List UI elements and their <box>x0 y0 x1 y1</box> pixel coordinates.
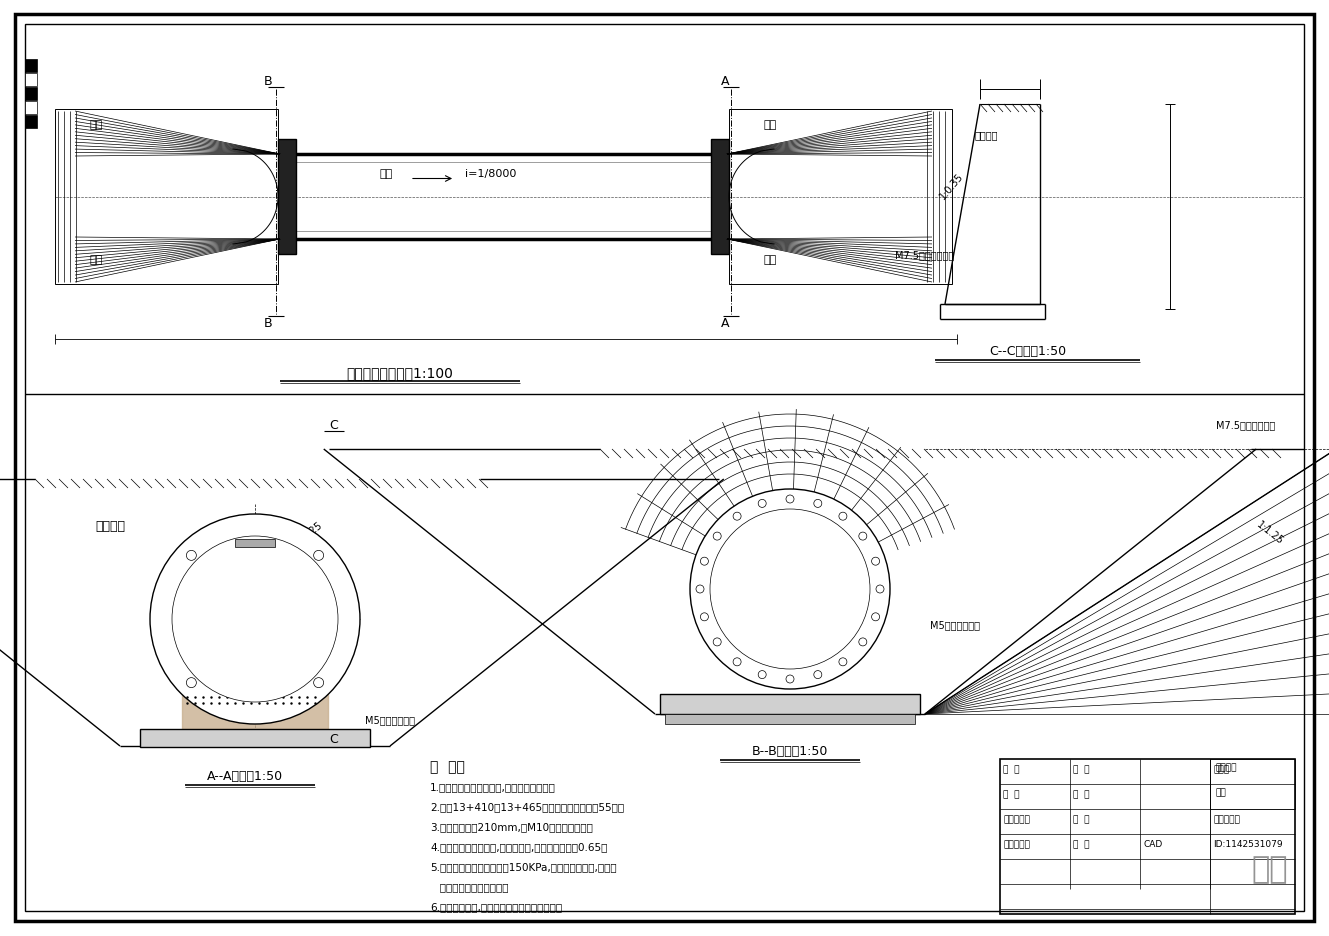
Text: M7.5浆砌条石挡墙: M7.5浆砌条石挡墙 <box>894 250 954 259</box>
Bar <box>25 74 37 87</box>
Circle shape <box>186 678 197 688</box>
Circle shape <box>876 585 884 593</box>
Text: A: A <box>720 75 730 88</box>
Text: 制  图: 制 图 <box>1073 814 1090 823</box>
Text: CAD: CAD <box>1143 839 1163 848</box>
Text: 水流: 水流 <box>380 169 393 180</box>
Text: 1500: 1500 <box>280 614 306 636</box>
Circle shape <box>186 550 197 561</box>
Text: B: B <box>263 316 272 329</box>
Text: 单位负责人: 单位负责人 <box>1003 839 1030 848</box>
Circle shape <box>813 671 821 679</box>
Circle shape <box>839 513 847 520</box>
Bar <box>730 110 952 285</box>
Text: ID:1142531079: ID:1142531079 <box>1213 839 1282 848</box>
Text: 1:0.35: 1:0.35 <box>937 171 965 201</box>
Text: 淤积: 淤积 <box>235 702 246 711</box>
Bar <box>278 139 296 255</box>
Circle shape <box>714 533 722 540</box>
Text: 出口平面图: 出口平面图 <box>1213 814 1240 823</box>
Bar <box>235 539 275 548</box>
Circle shape <box>872 613 880 622</box>
Circle shape <box>758 500 767 508</box>
Text: 1:1.25: 1:1.25 <box>723 539 754 566</box>
Text: 5.涵台地基承载力必须达到150KPa,若工程地质较差,请及时: 5.涵台地基承载力必须达到150KPa,若工程地质较差,请及时 <box>431 861 617 871</box>
Text: 土方回填: 土方回填 <box>975 130 998 139</box>
Bar <box>711 139 730 255</box>
Text: i=1/8000: i=1/8000 <box>465 169 517 180</box>
Text: C--C剖面图1:50: C--C剖面图1:50 <box>989 344 1066 358</box>
Circle shape <box>758 671 767 679</box>
Circle shape <box>171 536 338 702</box>
Text: 平台: 平台 <box>90 255 104 265</box>
Text: C: C <box>330 732 338 745</box>
Text: 1.本图尺寸以毫米为单位,高程为黄海高程。: 1.本图尺寸以毫米为单位,高程为黄海高程。 <box>431 782 556 791</box>
Text: A--A剖面图1:50: A--A剖面图1:50 <box>207 769 283 782</box>
Text: 校  对: 校 对 <box>1073 764 1090 773</box>
Text: B--B剖面图1:50: B--B剖面图1:50 <box>752 744 828 757</box>
Circle shape <box>696 585 704 593</box>
Bar <box>661 695 920 714</box>
Bar <box>54 110 278 285</box>
Text: 平台: 平台 <box>764 255 777 265</box>
Text: 平台: 平台 <box>90 120 104 130</box>
Circle shape <box>714 638 722 646</box>
Bar <box>25 60 37 73</box>
Text: M7.5浆砌条石挡墙: M7.5浆砌条石挡墙 <box>1216 419 1276 430</box>
Text: 审  核: 审 核 <box>1003 789 1019 798</box>
Text: 审  查: 审 查 <box>1003 764 1019 773</box>
Text: 4.回填土料采用砂性土,须分层夯实,相对密度不小于0.65。: 4.回填土料采用砂性土,须分层夯实,相对密度不小于0.65。 <box>431 841 607 851</box>
Text: 1:1.25: 1:1.25 <box>1255 519 1285 547</box>
Circle shape <box>785 495 793 504</box>
Text: 描  图: 描 图 <box>1073 839 1090 848</box>
Bar <box>25 88 37 101</box>
Text: 3.暗涵拱圈厚度210mm,为M10浆砌条石拱圈。: 3.暗涵拱圈厚度210mm,为M10浆砌条石拱圈。 <box>431 821 593 831</box>
Bar <box>664 714 914 724</box>
Text: M5浆砌块石护坡: M5浆砌块石护坡 <box>930 620 979 629</box>
Text: M5浆砌块石护拱: M5浆砌块石护拱 <box>365 714 415 724</box>
Bar <box>999 759 1294 914</box>
Text: A: A <box>720 316 730 329</box>
Text: 1:1.25: 1:1.25 <box>294 519 324 547</box>
Text: 项目负责人: 项目负责人 <box>1003 814 1030 823</box>
Circle shape <box>813 500 821 508</box>
Circle shape <box>839 658 847 666</box>
Circle shape <box>872 558 880 565</box>
Text: 暗涵进出口平面图1:100: 暗涵进出口平面图1:100 <box>347 366 453 380</box>
Circle shape <box>734 658 742 666</box>
Bar <box>25 116 37 129</box>
Text: 知未: 知未 <box>1252 855 1288 884</box>
Circle shape <box>700 613 708 622</box>
Bar <box>1209 759 1294 809</box>
Bar <box>25 102 37 115</box>
Circle shape <box>700 558 708 565</box>
Text: C: C <box>330 418 338 431</box>
Text: 设计号: 设计号 <box>1213 764 1229 773</box>
Polygon shape <box>182 695 328 729</box>
Bar <box>140 729 369 747</box>
Circle shape <box>710 509 870 669</box>
Circle shape <box>859 533 867 540</box>
Circle shape <box>734 513 742 520</box>
Text: 平台: 平台 <box>764 120 777 130</box>
Text: 6.其他未尽事宜,依照国家有关规范规定执行。: 6.其他未尽事宜,依照国家有关规范规定执行。 <box>431 901 562 911</box>
Text: 工程名称: 工程名称 <box>1215 762 1236 771</box>
Text: B: B <box>263 75 272 88</box>
Circle shape <box>314 678 324 688</box>
Text: 平面: 平面 <box>1215 787 1225 797</box>
Circle shape <box>859 638 867 646</box>
Circle shape <box>314 550 324 561</box>
Circle shape <box>690 490 890 689</box>
Text: 2.桩号13+410～13+465渠边渠道改暗涵长度55米。: 2.桩号13+410～13+465渠边渠道改暗涵长度55米。 <box>431 801 625 812</box>
Text: 说  明：: 说 明： <box>431 759 465 773</box>
Text: 设  计: 设 计 <box>1073 789 1090 798</box>
Text: 通知设计人员进行处理。: 通知设计人员进行处理。 <box>431 881 509 891</box>
Text: 土方回填: 土方回填 <box>94 519 125 533</box>
Circle shape <box>785 675 793 683</box>
Circle shape <box>150 515 360 724</box>
